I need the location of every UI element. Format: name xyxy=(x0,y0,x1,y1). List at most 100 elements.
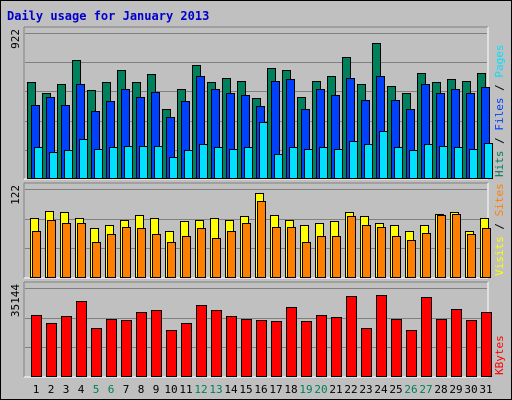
bar-kbytes-day-26 xyxy=(406,330,417,377)
bar-sites-day-17 xyxy=(272,227,281,278)
bar-kbytes-day-12 xyxy=(196,305,207,377)
bar-pages-day-27 xyxy=(424,144,433,179)
bar-pages-day-20 xyxy=(319,147,328,179)
bar-pages-day-6 xyxy=(109,147,118,179)
bar-pages-day-8 xyxy=(139,146,148,179)
day-label-16: 16 xyxy=(254,383,267,396)
bar-sites-day-2 xyxy=(47,220,56,278)
day-label-1: 1 xyxy=(33,383,40,396)
bar-kbytes-day-9 xyxy=(151,310,162,377)
day-label-14: 14 xyxy=(224,383,238,396)
bar-pages-day-24 xyxy=(379,131,388,179)
bar-pages-day-9 xyxy=(154,146,163,179)
bar-sites-day-1 xyxy=(32,231,41,278)
bar-sites-day-15 xyxy=(242,223,251,278)
bar-sites-day-23 xyxy=(362,225,371,278)
bar-sites-day-18 xyxy=(287,227,296,278)
day-label-19: 19 xyxy=(299,383,312,396)
bar-sites-day-12 xyxy=(197,228,206,278)
bar-sites-day-5 xyxy=(92,242,101,278)
bar-sites-day-6 xyxy=(107,234,116,278)
bar-pages-day-5 xyxy=(94,149,103,179)
bar-sites-day-13 xyxy=(212,238,221,278)
day-label-27: 27 xyxy=(419,383,432,396)
bar-kbytes-day-16 xyxy=(256,320,267,377)
day-label-10: 10 xyxy=(164,383,177,396)
bar-pages-day-11 xyxy=(184,150,193,179)
day-label-2: 2 xyxy=(48,383,55,396)
bar-sites-day-27 xyxy=(422,233,431,278)
legend-entry-hits: Hits xyxy=(493,151,506,178)
day-label-11: 11 xyxy=(179,383,192,396)
bar-kbytes-day-5 xyxy=(91,328,102,377)
bar-kbytes-day-1 xyxy=(31,315,42,377)
day-label-6: 6 xyxy=(108,383,115,396)
legend-separator: / xyxy=(493,78,506,98)
bar-kbytes-day-18 xyxy=(286,307,297,377)
bar-pages-day-19 xyxy=(304,149,313,179)
day-label-18: 18 xyxy=(284,383,297,396)
bar-sites-day-21 xyxy=(332,236,341,278)
day-label-3: 3 xyxy=(63,383,70,396)
bar-kbytes-day-15 xyxy=(241,319,252,377)
bar-kbytes-day-25 xyxy=(391,319,402,377)
bar-kbytes-day-31 xyxy=(481,312,492,377)
day-label-22: 22 xyxy=(344,383,357,396)
legend-entry-visits: Visits xyxy=(493,236,506,276)
bar-sites-day-22 xyxy=(347,216,356,278)
bar-sites-day-10 xyxy=(167,242,176,278)
bar-pages-day-4 xyxy=(79,139,88,179)
panel-kbytes-ymax-label: 35144 xyxy=(9,284,22,317)
panel-hits-files-pages-legend: Hits / Files / Pages xyxy=(493,45,506,178)
bar-sites-day-19 xyxy=(302,242,311,278)
chart-title: Daily usage for January 2013 xyxy=(7,9,209,23)
bar-sites-day-11 xyxy=(182,236,191,278)
bar-pages-day-30 xyxy=(469,149,478,179)
bar-kbytes-day-6 xyxy=(106,319,117,377)
bar-kbytes-day-4 xyxy=(76,301,87,377)
day-label-13: 13 xyxy=(209,383,222,396)
bar-sites-day-3 xyxy=(62,223,71,278)
bar-pages-day-18 xyxy=(289,147,298,179)
day-label-25: 25 xyxy=(389,383,402,396)
legend-entry-kbytes: KBytes xyxy=(493,335,506,375)
legend-separator: / xyxy=(493,131,506,151)
panel-hits-files-pages-ymax-label: 922 xyxy=(9,29,22,49)
bar-kbytes-day-10 xyxy=(166,330,177,377)
bar-kbytes-day-20 xyxy=(316,315,327,377)
bar-kbytes-day-2 xyxy=(46,323,57,377)
panel-visits-sites-legend: Visits / Sites xyxy=(493,183,506,276)
bar-sites-day-30 xyxy=(467,234,476,278)
bar-kbytes-day-17 xyxy=(271,321,282,377)
bar-kbytes-day-3 xyxy=(61,316,72,377)
day-label-5: 5 xyxy=(93,383,100,396)
bar-sites-day-7 xyxy=(122,227,131,278)
bar-sites-day-29 xyxy=(452,214,461,278)
bar-pages-day-17 xyxy=(274,154,283,179)
bar-pages-day-21 xyxy=(334,149,343,179)
day-label-28: 28 xyxy=(434,383,447,396)
day-label-23: 23 xyxy=(359,383,372,396)
bar-pages-day-10 xyxy=(169,157,178,179)
legend-entry-sites: Sites xyxy=(493,183,506,216)
bar-pages-day-28 xyxy=(439,146,448,179)
bar-kbytes-day-21 xyxy=(331,317,342,377)
bar-kbytes-day-7 xyxy=(121,320,132,377)
bar-sites-day-8 xyxy=(137,228,146,278)
day-label-26: 26 xyxy=(404,383,417,396)
bar-pages-day-22 xyxy=(349,141,358,179)
day-label-4: 4 xyxy=(78,383,85,396)
bar-kbytes-day-8 xyxy=(136,312,147,377)
bar-pages-day-3 xyxy=(64,150,73,179)
bar-pages-day-15 xyxy=(244,147,253,179)
bar-sites-day-26 xyxy=(407,240,416,278)
bar-kbytes-day-14 xyxy=(226,316,237,377)
bar-kbytes-day-23 xyxy=(361,328,372,377)
bar-pages-day-23 xyxy=(364,144,373,179)
day-label-12: 12 xyxy=(194,383,207,396)
bar-kbytes-day-28 xyxy=(436,319,447,377)
bar-kbytes-day-27 xyxy=(421,297,432,377)
bar-sites-day-25 xyxy=(392,236,401,278)
day-label-21: 21 xyxy=(329,383,342,396)
